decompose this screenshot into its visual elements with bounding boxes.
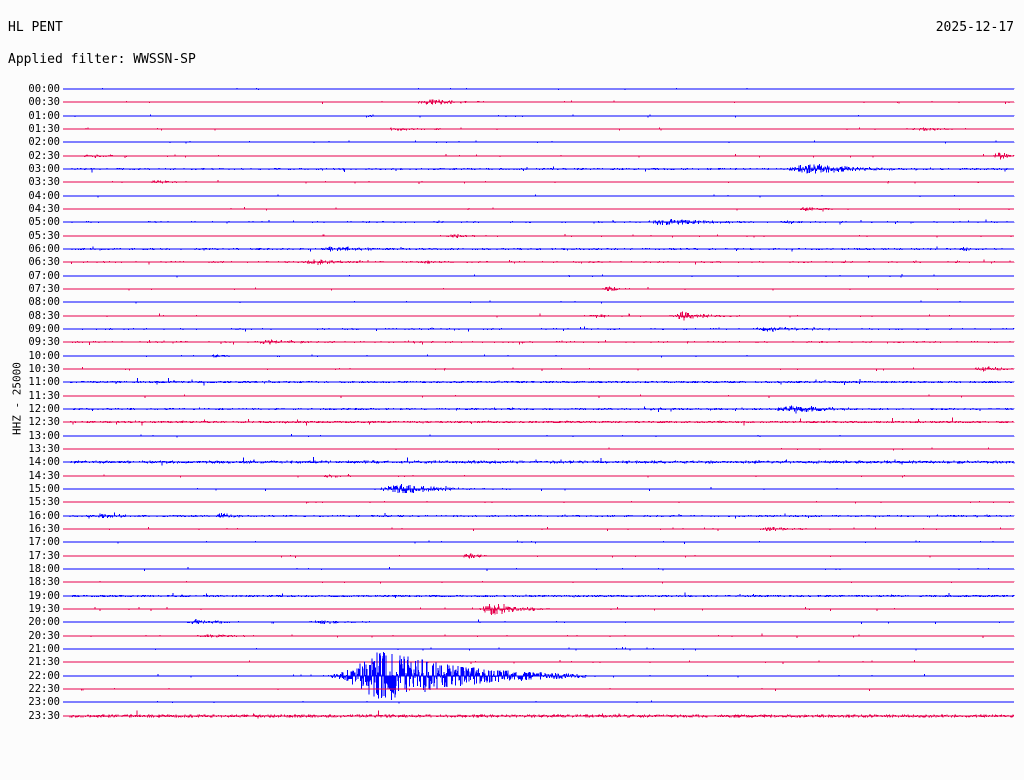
record-date: 2025-12-17 (935, 20, 1014, 35)
station-title: HL PENT (8, 20, 63, 35)
time-label: 20:00 (28, 616, 60, 628)
applied-filter-label: Applied filter: WWSSN-SP (8, 52, 196, 67)
time-label: 16:00 (28, 510, 60, 522)
time-label: 12:00 (28, 403, 60, 415)
time-label: 08:30 (28, 310, 60, 322)
time-label: 16:30 (28, 523, 60, 535)
time-label: 22:30 (28, 683, 60, 695)
seismic-trace (69, 710, 1015, 719)
time-label: 21:30 (28, 656, 60, 668)
time-label: 17:30 (28, 550, 60, 562)
time-label: 18:00 (28, 563, 60, 575)
time-label: 06:00 (28, 243, 60, 255)
time-label: 17:00 (28, 536, 60, 548)
time-label: 12:30 (28, 416, 60, 428)
seismic-trace (69, 456, 1015, 466)
time-label: 02:00 (28, 136, 60, 148)
time-label: 05:00 (28, 216, 60, 228)
time-label: 07:00 (28, 270, 60, 282)
time-label: 00:30 (28, 96, 60, 108)
time-label: 15:30 (28, 496, 60, 508)
time-label: 03:30 (28, 176, 60, 188)
time-label: 23:00 (28, 696, 60, 708)
time-label: 20:30 (28, 630, 60, 642)
time-label: 05:30 (28, 230, 60, 242)
time-label: 11:30 (28, 390, 60, 402)
time-label: 03:00 (28, 163, 60, 175)
time-label: 04:00 (28, 190, 60, 202)
time-label: 00:00 (28, 83, 60, 95)
time-label: 01:00 (28, 110, 60, 122)
time-label: 21:00 (28, 643, 60, 655)
time-label: 13:30 (28, 443, 60, 455)
time-label: 01:30 (28, 123, 60, 135)
time-label: 22:00 (28, 670, 60, 682)
time-label: 07:30 (28, 283, 60, 295)
time-label: 06:30 (28, 256, 60, 268)
time-label: 14:00 (28, 456, 60, 468)
time-label: 10:00 (28, 350, 60, 362)
time-label: 19:00 (28, 590, 60, 602)
time-label: 15:00 (28, 483, 60, 495)
time-label: 04:30 (28, 203, 60, 215)
seismic-trace (69, 592, 1015, 598)
time-label: 14:30 (28, 470, 60, 482)
time-label: 09:30 (28, 336, 60, 348)
time-label: 02:30 (28, 150, 60, 162)
time-label: 08:00 (28, 296, 60, 308)
time-label: 10:30 (28, 363, 60, 375)
time-label: 19:30 (28, 603, 60, 615)
time-label: 11:00 (28, 376, 60, 388)
time-label: 09:00 (28, 323, 60, 335)
time-label: 13:00 (28, 430, 60, 442)
time-label: 23:30 (28, 710, 60, 722)
time-label: 18:30 (28, 576, 60, 588)
